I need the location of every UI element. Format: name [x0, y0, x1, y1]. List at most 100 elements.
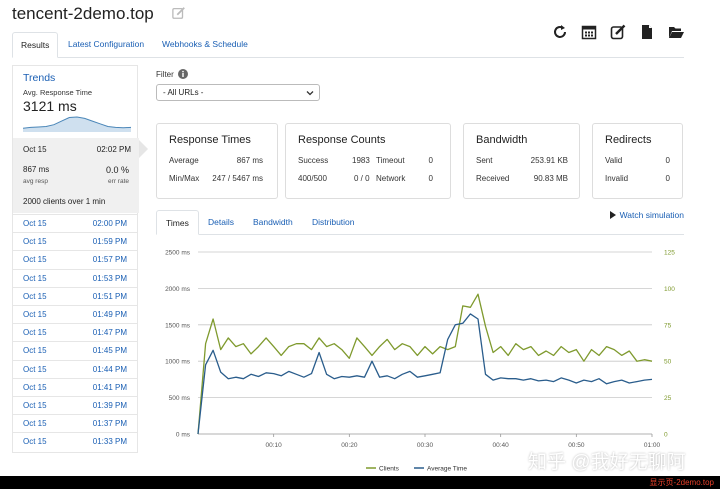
history-time: 01:41 PM	[92, 382, 127, 392]
timeout-value: 0	[428, 156, 433, 165]
trend-sparkline	[23, 116, 131, 132]
history-row[interactable]: Oct 15 01:51 PM	[13, 286, 137, 305]
history-date: Oct 15	[23, 255, 47, 265]
y-right-tick-label: 125	[664, 250, 675, 257]
success-label: Success	[298, 156, 329, 165]
y-right-tick-label: 75	[664, 322, 672, 329]
y-right-tick-label: 25	[664, 395, 672, 402]
history-row[interactable]: Oct 15 01:47 PM	[13, 323, 137, 341]
history-row[interactable]: Oct 15 01:59 PM	[13, 232, 137, 250]
bandwidth-title: Bandwidth	[476, 134, 528, 146]
watermark: 知乎 @我好无聊阿	[528, 452, 686, 473]
status-400-500-label: 400/500	[298, 174, 327, 183]
response-times-card: Response Times Average 867 ms Min/Max 24…	[156, 123, 278, 199]
filter-label: Filter	[156, 70, 174, 79]
tab-webhooks-schedule[interactable]: Webhooks & Schedule	[162, 39, 248, 49]
status-400-500-value: 0 / 0	[354, 174, 370, 183]
footer-tag: 显示页-2demo.top	[643, 476, 720, 489]
legend-label: Average Time	[427, 466, 467, 473]
response-counts-title: Response Counts	[298, 134, 386, 146]
history-row[interactable]: Oct 15 01:53 PM	[13, 268, 137, 287]
history-row[interactable]: Oct 15 01:37 PM	[13, 414, 137, 432]
history-time: 01:53 PM	[92, 273, 127, 283]
valid-value: 0	[665, 156, 670, 165]
history-time: 01:59 PM	[92, 237, 127, 247]
info-icon[interactable]	[178, 69, 188, 79]
y-left-tick-label: 1000 ms	[165, 359, 191, 366]
tab-results[interactable]: Results	[12, 32, 59, 58]
history-date: Oct 15	[23, 237, 47, 247]
trends-link[interactable]: Trends	[23, 72, 56, 84]
success-value: 1983	[352, 156, 370, 165]
minmax-value: 247 / 5467 ms	[212, 174, 263, 183]
history-row[interactable]: Oct 15 01:33 PM	[13, 432, 137, 450]
history-time: 02:00 PM	[92, 219, 127, 228]
sparkline-area	[23, 117, 131, 132]
history-time: 01:49 PM	[92, 309, 127, 319]
history-time: 01:45 PM	[92, 346, 127, 356]
url-filter-value: - All URLs -	[163, 88, 204, 97]
response-time-chart: 0 ms 0 500 ms 25 1000 ms 50 1500 ms 75 2000 ms 10…	[165, 250, 675, 473]
x-tick-label: 00:30	[417, 442, 434, 449]
history-row[interactable]: Oct 15 01:39 PM	[13, 395, 137, 414]
tab-bandwidth[interactable]: Bandwidth	[253, 217, 293, 227]
history-time: 01:33 PM	[92, 437, 127, 447]
watch-simulation-link[interactable]: Watch simulation	[609, 210, 684, 220]
legend-label: Clients	[379, 466, 400, 473]
tab-details[interactable]: Details	[208, 217, 234, 227]
redirects-title: Redirects	[605, 134, 652, 146]
history-time: 01:44 PM	[92, 364, 127, 374]
history-date: Oct 15	[23, 309, 47, 319]
history-date: Oct 15	[23, 291, 47, 301]
y-left-tick-label: 1500 ms	[165, 322, 191, 329]
edit-icon[interactable]	[610, 24, 626, 40]
sent-value: 253.91 KB	[530, 156, 568, 165]
response-counts-card: Response Counts Success 1983 Timeout 0 4…	[285, 123, 451, 199]
selected-clients: 2000 clients over 1 min	[23, 197, 106, 206]
x-tick-label: 00:10	[266, 442, 283, 449]
tab-distribution[interactable]: Distribution	[312, 217, 355, 227]
series-line-clients	[197, 293, 653, 435]
toolbar	[552, 24, 684, 40]
selected-avg-resp-label: avg resp	[23, 178, 48, 185]
y-left-tick-label: 2500 ms	[165, 250, 191, 257]
average-value: 867 ms	[236, 156, 263, 165]
history-date: Oct 15	[23, 382, 47, 392]
network-label: Network	[376, 174, 406, 183]
selected-time: 02:02 PM	[96, 145, 131, 154]
avg-response-value: 3121 ms	[23, 98, 77, 114]
x-tick-label: 00:20	[341, 442, 358, 449]
history-row[interactable]: Oct 15 02:00 PM	[13, 214, 137, 232]
history-row[interactable]: Oct 15 01:44 PM	[13, 359, 137, 378]
y-right-tick-label: 100	[664, 286, 675, 293]
file-icon[interactable]	[639, 24, 655, 40]
history-row[interactable]: Oct 15 01:49 PM	[13, 304, 137, 323]
folder-open-icon[interactable]	[668, 24, 684, 40]
history-time: 01:47 PM	[92, 328, 127, 338]
y-left-tick-label: 2000 ms	[165, 286, 191, 293]
x-tick-label: 01:00	[644, 442, 661, 449]
response-times-title: Response Times	[169, 134, 251, 146]
received-value: 90.83 MB	[533, 174, 568, 183]
valid-label: Valid	[605, 156, 623, 165]
url-filter-select[interactable]: - All URLs -	[156, 84, 320, 101]
tab-times[interactable]: Times	[156, 210, 199, 235]
selected-error-pct: 0.0 %	[105, 165, 129, 175]
main-tabs: Results Latest Configuration Webhooks & …	[12, 32, 684, 58]
y-right-tick-label: 50	[664, 359, 672, 366]
history-date: Oct 15	[23, 400, 47, 410]
minmax-label: Min/Max	[169, 174, 200, 183]
selected-result[interactable]: Oct 15 02:02 PM 867 ms avg resp 0.0 % er…	[13, 138, 148, 213]
history-row[interactable]: Oct 15 01:57 PM	[13, 250, 137, 268]
tab-latest-configuration[interactable]: Latest Configuration	[68, 39, 145, 49]
history-row[interactable]: Oct 15 01:41 PM	[13, 377, 137, 396]
bandwidth-card: Bandwidth Sent 253.91 KB Received 90.83 …	[463, 123, 580, 199]
sparkline-line	[23, 116, 131, 129]
refresh-icon[interactable]	[552, 24, 568, 40]
x-tick-label: 00:50	[568, 442, 585, 449]
sent-label: Sent	[476, 156, 493, 165]
calendar-icon[interactable]	[581, 24, 597, 40]
history-row[interactable]: Oct 15 01:45 PM	[13, 341, 137, 359]
edit-title-icon[interactable]	[172, 6, 186, 20]
footer-bar	[0, 476, 720, 489]
